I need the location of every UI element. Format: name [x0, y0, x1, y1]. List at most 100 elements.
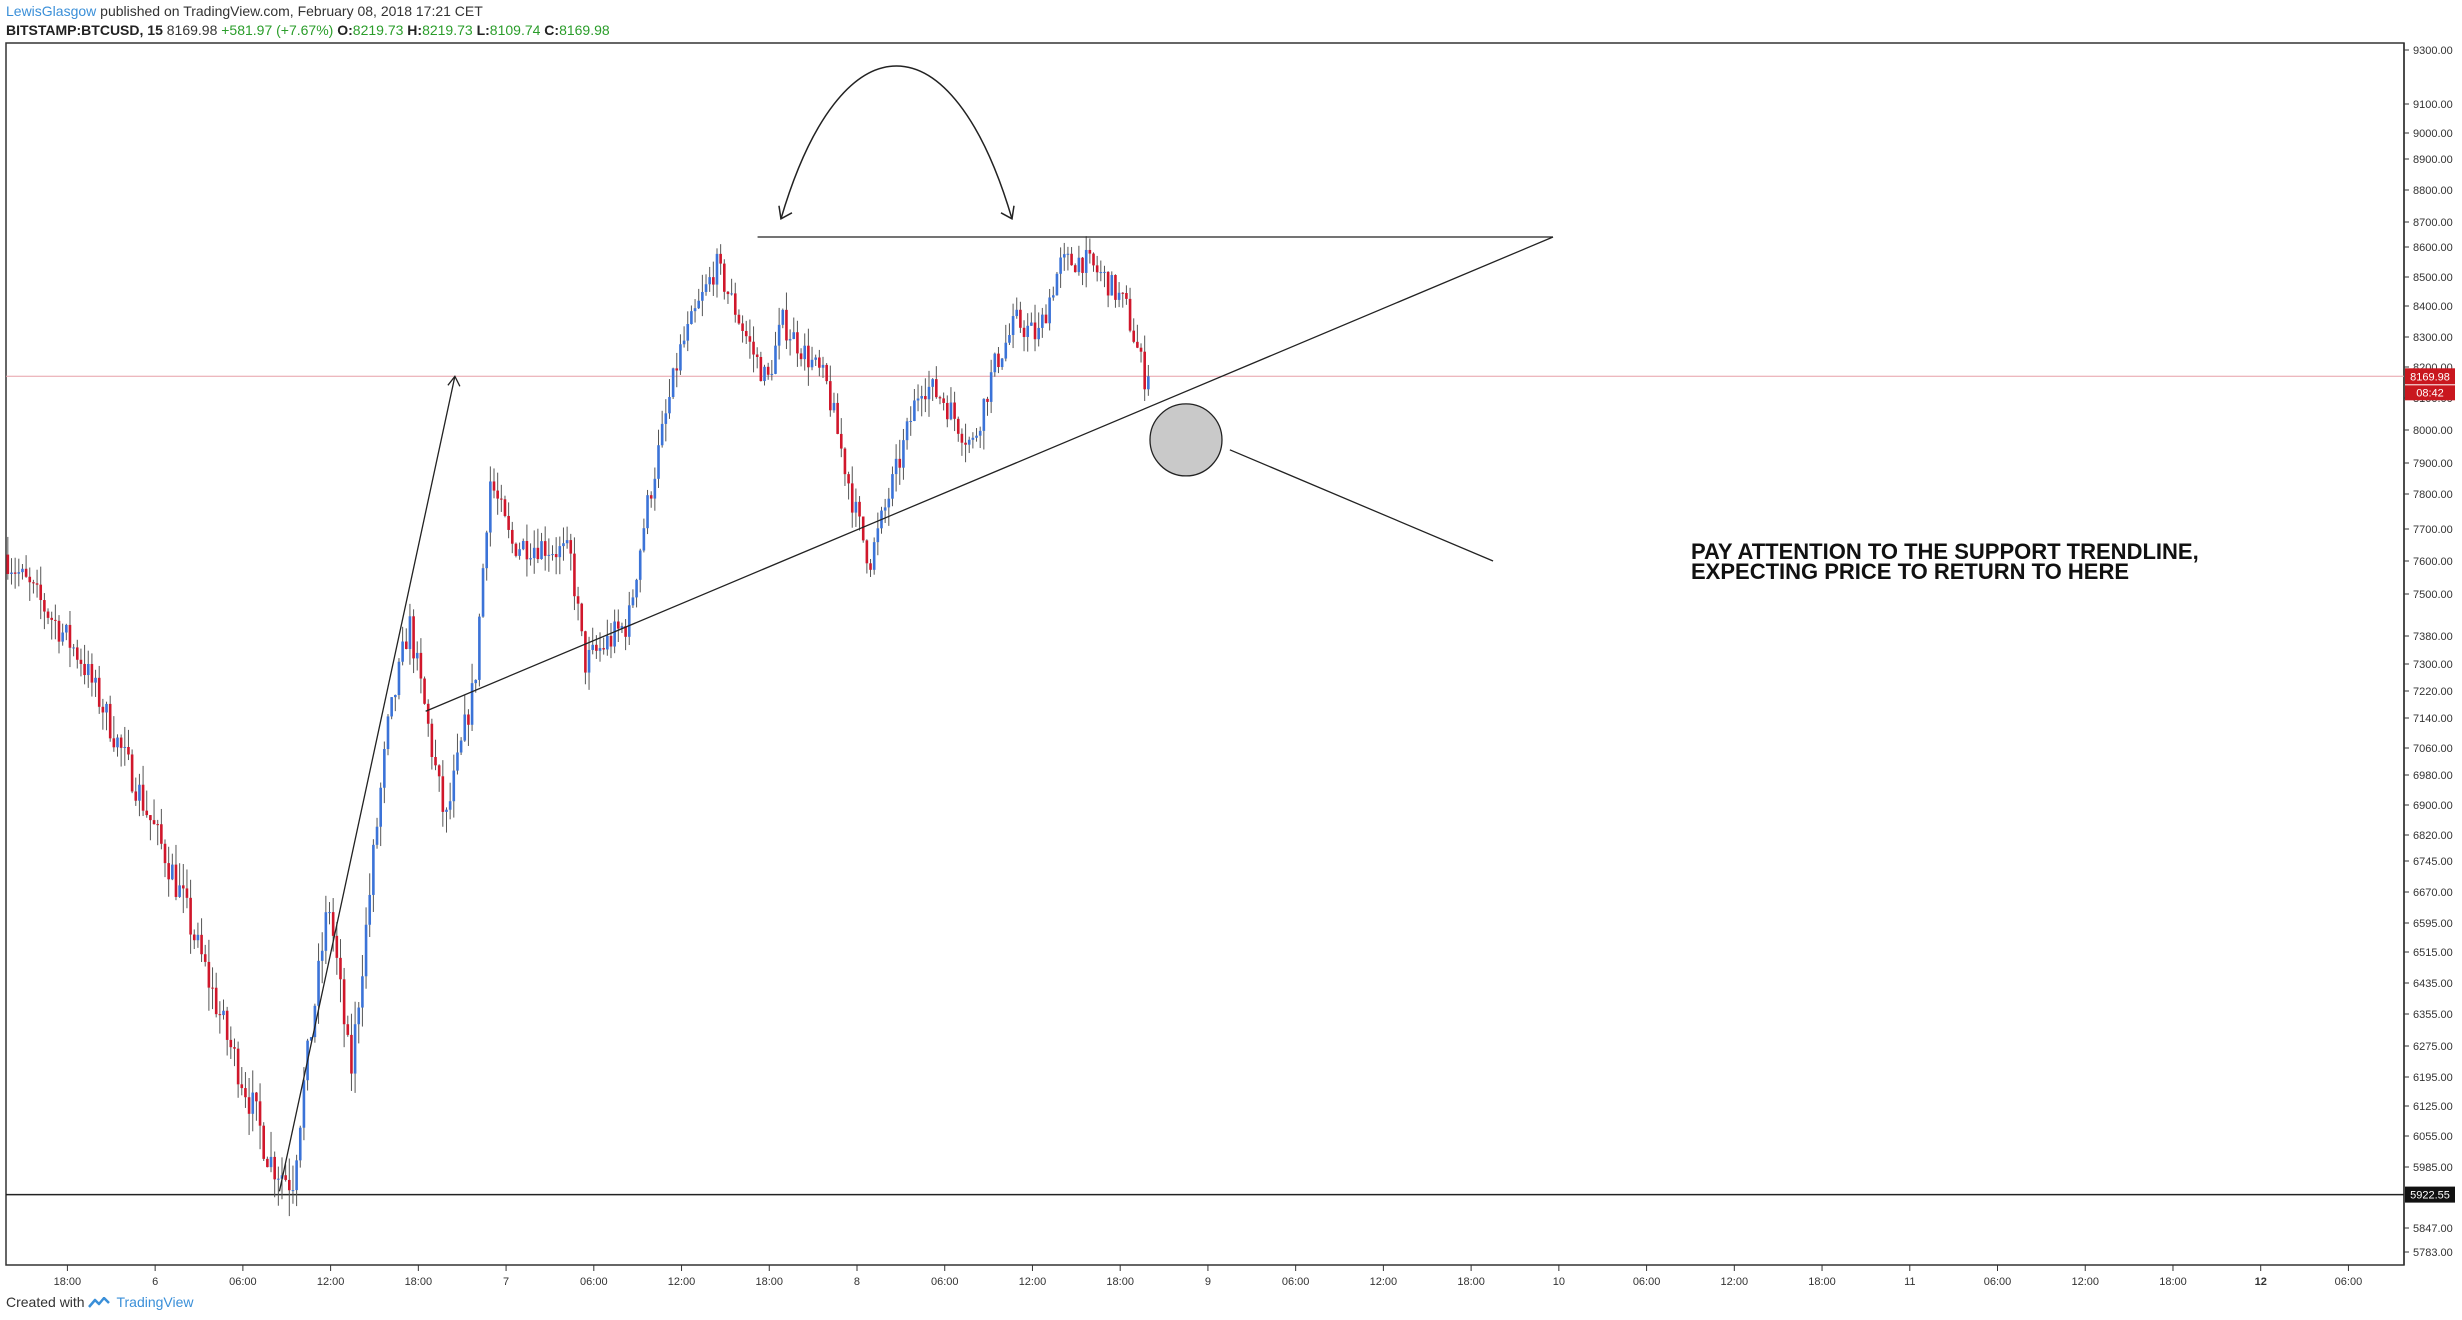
candle-body — [510, 529, 514, 544]
candle-body — [415, 652, 419, 659]
candle-body — [434, 757, 437, 766]
candle-body — [61, 632, 64, 642]
candle-body — [580, 603, 584, 632]
candle-body — [646, 495, 649, 529]
time-tick-label: 12:00 — [2071, 1276, 2099, 1288]
candle-body — [68, 624, 72, 648]
time-axis[interactable]: 18:00 6 06:00 12:00 18:00 7 06:00 12:00 18:00 8 06… — [54, 1265, 2363, 1288]
candle-body — [850, 483, 854, 513]
candle-body — [993, 353, 997, 373]
candle-body — [309, 1037, 313, 1041]
price-tick-label: 8300.00 — [2413, 332, 2453, 344]
arc-right-arrowhead — [1000, 205, 1015, 220]
candle-body — [404, 641, 408, 650]
candle-body — [156, 824, 160, 826]
candle-body — [229, 1039, 233, 1048]
candle-body — [616, 621, 620, 629]
open-value: 8219.73 — [352, 22, 404, 38]
candle-body — [346, 1024, 350, 1035]
price-axis[interactable]: 9300.00 9100.00 9000.00 8900.00 8800.00 8700.… — [2404, 45, 2453, 1259]
candle-body — [891, 474, 894, 499]
candle-body — [865, 540, 869, 564]
candle-body — [46, 611, 50, 618]
candle-body — [861, 516, 865, 541]
price-tick-label: 6195.00 — [2413, 1072, 2453, 1084]
candle-body — [291, 1190, 295, 1192]
candle-body — [668, 397, 671, 414]
price-tick-label: 8500.00 — [2413, 272, 2453, 284]
current-price-tag-bg — [2405, 368, 2455, 385]
candle-body — [1011, 316, 1015, 336]
candle-body — [883, 507, 887, 511]
tradingview-brand-link[interactable]: TradingView — [116, 1294, 194, 1310]
candle-body — [741, 323, 744, 331]
candle-body — [1015, 309, 1019, 317]
candle-body — [693, 308, 697, 312]
candle-body — [807, 345, 810, 368]
candle-body — [1019, 309, 1022, 328]
price-tick-label: 8000.00 — [2413, 425, 2453, 437]
candle-body — [1004, 342, 1008, 359]
candle-body — [719, 253, 722, 264]
candle-body — [6, 554, 10, 575]
candle-body — [554, 554, 558, 558]
time-tick-label: 12:00 — [668, 1276, 696, 1288]
candle-body — [54, 619, 57, 621]
candle-body — [21, 568, 24, 573]
price-tick-label: 7140.00 — [2413, 713, 2453, 725]
candle-body — [1044, 314, 1048, 324]
candle-body — [733, 293, 737, 315]
price-tick-label: 7900.00 — [2413, 458, 2453, 470]
candle-body — [532, 547, 536, 559]
candle-body — [86, 663, 90, 676]
time-tick-label: 18:00 — [405, 1276, 433, 1288]
candle-body — [935, 379, 938, 398]
candle-body — [470, 683, 474, 725]
candle-body — [233, 1047, 236, 1049]
candle-body — [350, 1034, 353, 1074]
candle-body — [781, 309, 785, 325]
candle-body — [342, 979, 346, 1025]
candle-body — [587, 649, 591, 673]
candle-body — [894, 458, 898, 475]
candle-body — [920, 396, 923, 399]
candle-body — [927, 386, 931, 400]
candle-body — [437, 765, 441, 777]
candle-body — [551, 554, 554, 556]
publish-info: LewisGlasgow published on TradingView.co… — [6, 3, 483, 19]
price-tags: 8169.98 08:42 5922.55 — [2405, 368, 2455, 1203]
candle-body — [1110, 275, 1114, 296]
candle-body — [181, 885, 185, 889]
candle-body — [913, 400, 916, 422]
footer: Created with TradingView — [6, 1294, 194, 1310]
candle-body — [591, 644, 595, 650]
candle-body — [521, 540, 525, 550]
chart-border — [5, 42, 2405, 1266]
candle-body — [620, 626, 624, 629]
candle-body — [1139, 347, 1143, 352]
drawings[interactable] — [278, 65, 1554, 1192]
candle-body — [489, 481, 492, 533]
candle-body — [613, 621, 616, 647]
candle-body — [712, 277, 715, 285]
candle-body — [945, 402, 949, 420]
candle-body — [671, 368, 675, 398]
candle-body — [463, 714, 467, 741]
candle-body — [1092, 253, 1095, 266]
time-tick-label: 06:00 — [1633, 1276, 1661, 1288]
candle-body — [1022, 327, 1026, 337]
candle-body — [24, 568, 28, 577]
candle-body — [609, 635, 613, 647]
candle-body — [975, 435, 978, 438]
candle-body — [657, 445, 660, 479]
candle-body — [763, 366, 766, 382]
author-link[interactable]: LewisGlasgow — [6, 3, 97, 19]
candle-body — [1033, 322, 1037, 340]
candle-body — [529, 558, 532, 560]
low-value: 8109.74 — [489, 22, 541, 38]
candle-body — [686, 324, 690, 341]
candle-body — [1055, 273, 1059, 296]
candle-body — [916, 398, 920, 401]
candle-body — [1051, 295, 1055, 298]
